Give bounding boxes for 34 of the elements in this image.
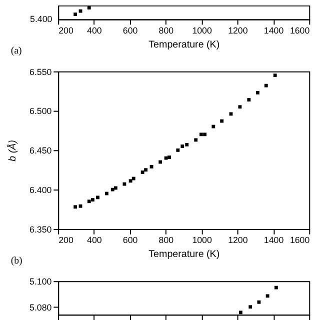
y-tick-label: 6.500 (30, 106, 52, 116)
text: 5.400 (30, 14, 52, 24)
point (274, 286, 278, 290)
x-tick-label: 1400 (264, 26, 284, 36)
y-axis-title: b (Å) (6, 140, 18, 162)
y-tick-label: 6.550 (30, 66, 52, 77)
x-tick-label: 400 (87, 26, 102, 36)
x-tick-label: 1600 (290, 235, 310, 246)
x-axis-title: Temperature (K) (148, 249, 220, 260)
x-tick-label: 800 (158, 26, 174, 36)
y-tick-label: 6.350 (30, 224, 52, 234)
text: (a) (10, 46, 22, 57)
x-tick-label: 1200 (228, 235, 248, 246)
x-tick-label: 1400 (264, 235, 284, 246)
x-tick-label: 600 (122, 26, 138, 36)
x-tick-label: 1600 (290, 26, 310, 36)
x-tick-label: 1000 (192, 235, 212, 246)
x-tick-label: 600 (122, 235, 138, 246)
x-tick-label: 1000 (192, 26, 212, 36)
text: (b) (10, 255, 22, 266)
point (248, 305, 252, 309)
point (257, 300, 261, 304)
y-tick-label: 5.100 (30, 276, 52, 287)
x-tick-label: 800 (158, 235, 174, 246)
y-tick-label: 5.080 (30, 302, 52, 312)
x-tick-label: 200 (58, 235, 74, 246)
point (266, 294, 270, 298)
point (238, 310, 242, 314)
x-axis-title: Temperature (K) (148, 39, 220, 50)
y-tick-label: 6.450 (30, 146, 52, 156)
y-tick-label: 6.400 (30, 185, 52, 196)
x-tick-label: 1200 (228, 26, 248, 36)
x-tick-label: 400 (87, 235, 102, 246)
x-tick-label: 200 (58, 26, 74, 36)
